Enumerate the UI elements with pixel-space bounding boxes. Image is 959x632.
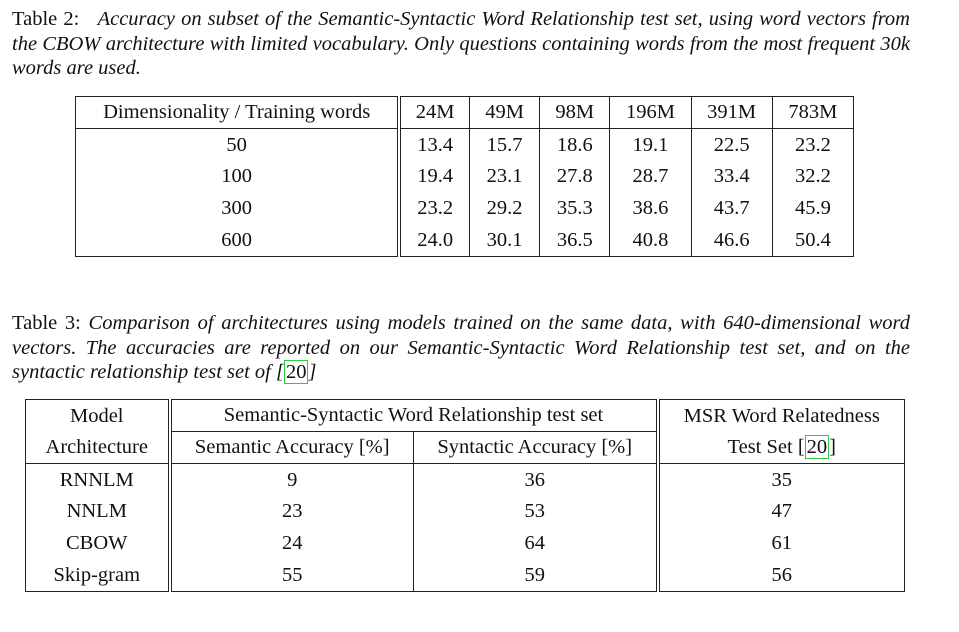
table2-cell: 15.7 (468, 128, 540, 161)
table3-cell: NNLM (25, 495, 172, 528)
table2-cell: 28.7 (609, 160, 692, 193)
citation-link[interactable]: 20 (283, 360, 309, 384)
table2-header-cell: 24M (399, 96, 470, 129)
table3-cell: 36 (413, 463, 658, 496)
table2-header-cell: 391M (690, 96, 773, 129)
table3-header-row: Model Semantic-Syntactic Word Relationsh… (25, 399, 905, 432)
table2-cell: 29.2 (468, 192, 540, 225)
table2-cell: 36.5 (539, 224, 610, 257)
table3-caption-main: Comparison of architectures using models… (12, 312, 910, 383)
table3-header-group: Semantic-Syntactic Word Relationship tes… (223, 404, 604, 427)
table2-row: 600 24.0 30.1 36.5 40.8 46.6 50.4 (75, 224, 854, 257)
table2-row: 100 19.4 23.1 27.8 28.7 33.4 32.2 (75, 160, 854, 193)
table2-cell: 19.4 (417, 165, 454, 188)
table3-cell: Skip-gram (25, 559, 172, 592)
table2-row: 300 23.2 29.2 35.3 38.6 43.7 45.9 (75, 192, 854, 225)
table3-header-architecture: Architecture (25, 431, 172, 464)
table2-cell: 23.1 (468, 160, 540, 193)
table2-cell: 300 (75, 192, 402, 225)
table2-header-row: Dimensionality / Training words 24M 49M … (75, 96, 854, 129)
table2-cell: 38.6 (609, 192, 692, 225)
table3-caption: Table 3: Comparison of architectures usi… (12, 311, 910, 385)
table3-cell: 55 (282, 564, 303, 586)
table2-header-cell: 196M (609, 96, 692, 129)
table3-header-msr-testset: Test Set [20] (655, 431, 905, 464)
table3-cell: 64 (413, 527, 658, 560)
table3-subheader-row: Architecture Semantic Accuracy [%] Synta… (25, 431, 905, 464)
table3-header-msr: MSR Word Relatedness (655, 399, 905, 432)
table2-header-cell: 783M (771, 96, 854, 129)
citation-link[interactable]: 20 (804, 435, 830, 459)
table3-header-syntactic: Syntactic Accuracy [%] (413, 431, 658, 464)
table3-cell: CBOW (25, 527, 172, 560)
table2-cell: 35.3 (539, 192, 610, 225)
table2-cell: 18.6 (539, 128, 610, 161)
table3-cell: 23 (282, 500, 303, 523)
table3-header-semantic: Semantic Accuracy [%] (169, 431, 414, 464)
table3-cell: 9 (287, 468, 298, 491)
table2-cell: 22.5 (690, 128, 773, 161)
table2-header-cell: 49M (468, 96, 540, 129)
table3-cell: 47 (655, 495, 905, 528)
table3-cell: 61 (655, 527, 905, 560)
table2-cell: 50 (75, 128, 402, 161)
table2-cell: 43.7 (690, 192, 773, 225)
table3-caption-text: Comparison of architectures using models… (12, 312, 910, 384)
table3-row: CBOW 24 64 61 (25, 527, 905, 560)
table2-cell: 24.0 (417, 229, 454, 251)
table2-cell: 23.2 (417, 197, 454, 220)
table3-label: Table 3: (12, 312, 81, 334)
msr-testset-text: Test Set [ (727, 436, 805, 458)
table2-cell: 100 (75, 160, 402, 193)
table3-cell: RNNLM (25, 463, 172, 496)
table3-row: Skip-gram 55 59 56 (25, 559, 905, 592)
msr-testset-close: ] (829, 436, 836, 458)
table2-cell: 13.4 (417, 133, 454, 156)
table3-row: RNNLM 9 36 35 (25, 463, 905, 496)
table3-caption-end: ] (308, 361, 317, 383)
table3-cell: 35 (655, 463, 905, 496)
table2-caption: Table 2: Accuracy on subset of the Seman… (12, 7, 910, 81)
table3-cell: 56 (655, 559, 905, 592)
table3-row: NNLM 23 53 47 (25, 495, 905, 528)
table3-cell: 59 (413, 559, 658, 592)
table3-cell: 53 (413, 495, 658, 528)
table2: Dimensionality / Training words 24M 49M … (75, 96, 854, 257)
table2-header-cell: Dimensionality / Training words (75, 96, 402, 129)
table2-cell: 45.9 (771, 192, 854, 225)
table2-caption-text: Accuracy on subset of the Semantic-Synta… (12, 8, 910, 79)
table2-cell: 27.8 (539, 160, 610, 193)
table2-cell: 33.4 (690, 160, 773, 193)
table2-cell: 600 (75, 224, 402, 257)
table2-cell: 23.2 (771, 128, 854, 161)
table2-cell: 30.1 (468, 224, 540, 257)
table2-cell: 19.1 (609, 128, 692, 161)
table2-cell: 50.4 (771, 224, 854, 257)
table2-row: 50 13.4 15.7 18.6 19.1 22.5 23.2 (75, 128, 854, 161)
table2-header-cell: 98M (539, 96, 610, 129)
table2-cell: 40.8 (609, 224, 692, 257)
table3-header-model: Model (25, 399, 172, 432)
table3: Model Semantic-Syntactic Word Relationsh… (25, 399, 905, 592)
table2-label: Table 2: (12, 8, 80, 30)
table2-cell: 32.2 (771, 160, 854, 193)
table2-cell: 46.6 (690, 224, 773, 257)
table3-cell: 24 (282, 532, 303, 555)
